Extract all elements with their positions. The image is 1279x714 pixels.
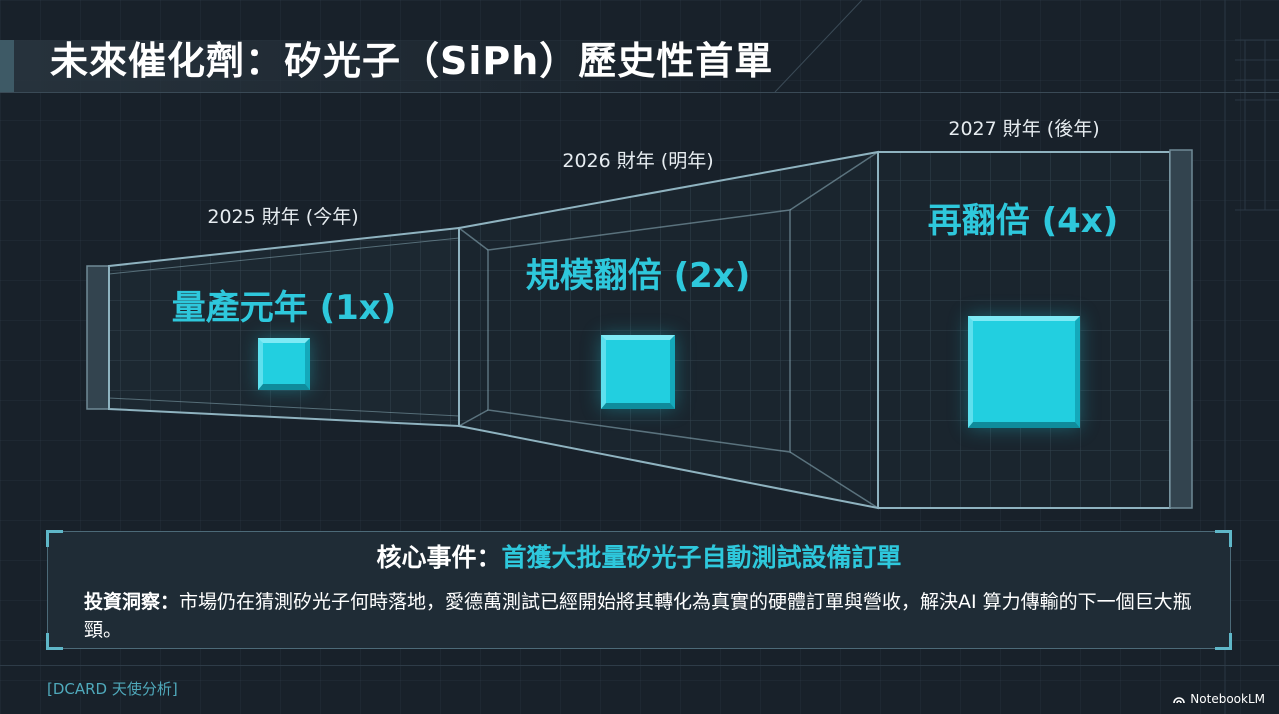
footer-divider [0,665,1279,666]
year-label-2026: 2026 財年 (明年) [562,150,714,172]
brand-name: NotebookLM [1190,692,1265,706]
key-event-label: 核心事件： [376,543,502,572]
investment-insight: 投資洞察：市場仍在猜測矽光子何時落地，愛德萬測試已經開始將其轉化為真實的硬體訂單… [84,588,1200,644]
insight-label: 投資洞察： [84,591,180,613]
title-band [14,40,774,92]
volume-cube-2026 [601,335,675,409]
funnel-segment-2025 [86,226,460,428]
key-event-headline: 核心事件：首獲大批量矽光子自動測試設備訂單 [48,542,1230,574]
volume-cube-2027 [967,315,1081,429]
panel-corner [46,633,63,650]
year-label-2025: 2025 財年 (今年) [207,206,359,228]
brand-watermark: NotebookLM [1173,692,1265,706]
key-event-value: 首獲大批量矽光子自動測試設備訂單 [501,543,902,572]
funnel-segment-2026 [458,150,879,510]
source-label: [DCARD 天使分析] [47,680,178,698]
year-label-2027: 2027 財年 (後年) [948,118,1100,140]
stage-label-2027: 再翻倍 (4x) [927,201,1119,241]
title-divider [0,92,1279,93]
stage-label-2025: 量產元年 (1x) [171,288,397,328]
insight-text: 市場仍在猜測矽光子何時落地，愛德萬測試已經開始將其轉化為真實的硬體訂單與營收，解… [84,591,1192,641]
key-event-panel: 核心事件：首獲大批量矽光子自動測試設備訂單 投資洞察：市場仍在猜測矽光子何時落地… [46,530,1232,650]
stage-label-2026: 規模翻倍 (2x) [525,256,751,296]
title-accent-bar [0,40,14,92]
panel-corner [1215,530,1232,547]
panel-corner [46,530,63,547]
panel-corner [1215,633,1232,650]
notebooklm-logo-icon [1173,697,1186,704]
volume-cube-2025 [258,338,310,390]
page-title: 未來催化劑：矽光子（SiPh）歷史性首單 [50,39,774,83]
